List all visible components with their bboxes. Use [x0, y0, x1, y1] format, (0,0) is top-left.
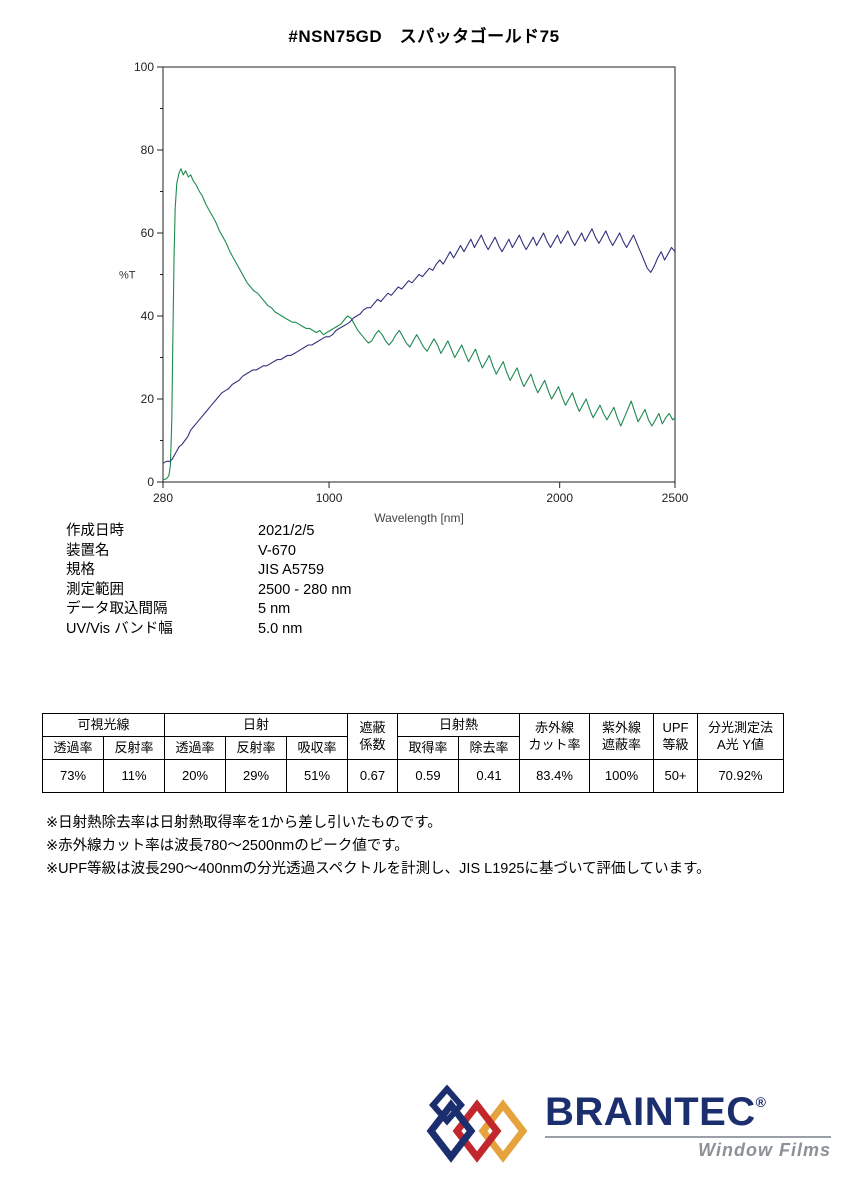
- table-group-header: 日射: [164, 713, 348, 737]
- table-group-header: 赤外線 カット率: [519, 713, 590, 760]
- result-value: 70.92%: [697, 759, 784, 793]
- spectrum-chart: 0 20 40 60 80 100 280 1000 2000 2500 %T Wavelength …: [95, 52, 695, 532]
- table-group-header: 分光測定法 A光 Y値: [697, 713, 784, 760]
- table-group-header: 日射熱: [397, 713, 520, 737]
- footnote-line: ※赤外線カット率は波長780〜2500nmのピーク値です。: [46, 838, 409, 854]
- table-row: 73% 11% 20% 29% 51% 0.67 0.59 0.41 83.4% 100% 50+ 7…: [42, 759, 784, 793]
- metadata-label: 規格: [66, 562, 95, 578]
- metadata-value: V-670: [258, 542, 296, 559]
- result-value: 11%: [103, 759, 165, 793]
- brand-rule: [545, 1135, 831, 1138]
- x-axis-tick-label: 2500: [662, 491, 689, 505]
- metadata-value: 2021/2/5: [258, 523, 315, 539]
- metadata-row: データ取込間隔 5 nm: [66, 600, 352, 620]
- footnotes: ※日射熱除去率は日射熱取得率を1から差し引いたものです。 ※赤外線カット率は波長7…: [46, 812, 711, 881]
- y-axis-tick-label: 80: [141, 143, 155, 157]
- table-sub-header: 透過率: [42, 736, 104, 760]
- metadata-label: 測定範囲: [66, 581, 124, 598]
- table-sub-header: 透過率: [164, 736, 226, 760]
- result-value: 50+: [653, 759, 698, 793]
- metadata-value: 2500 - 280 nm: [258, 581, 352, 598]
- y-axis-tick-label: 100: [134, 60, 154, 74]
- metadata-value: 5 nm: [258, 601, 291, 617]
- footnote-line: ※UPF等級は波長290〜400nmの分光透過スペクトルを計測し、JIS L19…: [46, 861, 711, 877]
- measurement-metadata: 作成日時 2021/2/5 装置名 V-670 規格 JIS A5759 測定範囲 2500 …: [66, 522, 352, 639]
- brand-tagline: Window Films: [698, 1139, 831, 1160]
- result-value: 73%: [42, 759, 104, 793]
- x-axis-tick-label: 280: [153, 491, 173, 505]
- x-axis-title: Wavelength [nm]: [374, 511, 464, 525]
- brand-word: BRAINTEC: [545, 1089, 756, 1134]
- series-navy-curve-reflectance: [162, 228, 676, 464]
- metadata-value: JIS A5759: [258, 562, 325, 578]
- y-axis-tick-label: 20: [141, 392, 155, 406]
- results-table: 可視光線 日射 遮蔽 係数 日射熱 赤外線 カット率 紫外線 遮蔽率 UPF 等級 分光測定法…: [42, 713, 784, 793]
- table-group-header: 紫外線 遮蔽率: [589, 713, 654, 760]
- series-green-curve-transmittance: [162, 168, 676, 481]
- diamond-navy: [426, 1099, 476, 1163]
- braintec-logo: BRAINTEC® Window Films: [425, 1083, 831, 1169]
- table-sub-header: 取得率: [397, 736, 459, 760]
- diamond-small-navy: [429, 1084, 465, 1126]
- result-value: 20%: [164, 759, 226, 793]
- y-axis-tick-label: 60: [141, 226, 155, 240]
- result-value: 83.4%: [519, 759, 590, 793]
- diamond-red: [452, 1099, 502, 1163]
- metadata-label: データ取込間隔: [66, 601, 168, 617]
- logo-text: BRAINTEC® Window Films: [545, 1092, 831, 1161]
- result-value: 0.59: [397, 759, 459, 793]
- y-axis-tick-label: 0: [147, 475, 154, 489]
- metadata-row: 規格 JIS A5759: [66, 561, 352, 581]
- result-value: 100%: [589, 759, 654, 793]
- metadata-row: UV/Vis バンド幅 5.0 nm: [66, 620, 352, 640]
- table-sub-header: 反射率: [103, 736, 165, 760]
- result-value: 0.67: [347, 759, 398, 793]
- table-sub-header: 反射率: [225, 736, 287, 760]
- metadata-label: 装置名: [66, 542, 110, 559]
- x-axis-tick-label: 1000: [316, 491, 343, 505]
- metadata-label: UV/Vis バンド幅: [66, 620, 173, 637]
- table-group-header: UPF 等級: [653, 713, 698, 760]
- page-title: #NSN75GD スパッタゴールド75: [288, 27, 560, 46]
- registered-mark: ®: [755, 1093, 767, 1110]
- table-group-header: 遮蔽 係数: [347, 713, 398, 760]
- metadata-label: 作成日時: [66, 523, 124, 539]
- result-value: 51%: [286, 759, 348, 793]
- footnote-line: ※日射熱除去率は日射熱取得率を1から差し引いたものです。: [46, 815, 442, 831]
- table-sub-header: 除去率: [458, 736, 520, 760]
- table-group-header: 可視光線: [42, 713, 165, 737]
- result-value: 29%: [225, 759, 287, 793]
- y-axis-title: %T: [119, 270, 136, 282]
- metadata-row: 装置名 V-670: [66, 542, 352, 562]
- result-value: 0.41: [458, 759, 520, 793]
- diamond-gold: [478, 1099, 528, 1163]
- results-table-wrap: 可視光線 日射 遮蔽 係数 日射熱 赤外線 カット率 紫外線 遮蔽率 UPF 等級 分光測定法…: [42, 713, 784, 793]
- y-axis-tick-label: 40: [141, 309, 155, 323]
- spectrum-chart-svg: 0 20 40 60 80 100 280 1000 2000 2500 %T Wavelength …: [119, 60, 689, 525]
- table-sub-header: 吸収率: [286, 736, 348, 760]
- metadata-row: 測定範囲 2500 - 280 nm: [66, 581, 352, 601]
- metadata-row: 作成日時 2021/2/5: [66, 522, 352, 542]
- metadata-value: 5.0 nm: [258, 620, 303, 637]
- x-axis-tick-label: 2000: [546, 491, 573, 505]
- logo-diamonds-icon: [426, 1084, 528, 1163]
- brand-name: BRAINTEC®: [545, 1092, 831, 1132]
